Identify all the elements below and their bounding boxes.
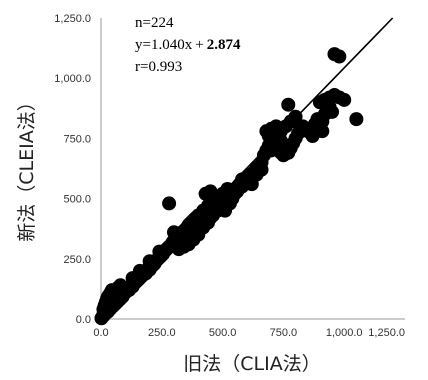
y-tick-labels: 0.0 250.0 500.0 750.0 1,000.0 1,250.0	[54, 13, 91, 326]
data-point	[305, 128, 320, 143]
x-tick-label: 1,000.0	[326, 327, 363, 339]
data-point	[266, 136, 281, 151]
stats-annotation: n=224 y=1.040x + 2.874 r=0.993	[135, 15, 241, 75]
x-tick-label: 0.0	[93, 327, 108, 339]
data-point	[310, 112, 325, 127]
r-label: r=0.993	[135, 59, 182, 75]
data-point	[332, 49, 347, 64]
x-tick-labels: 0.0 250.0 500.0 750.0 1,000.0 1,250.0	[93, 327, 405, 339]
data-point	[171, 242, 186, 257]
data-point	[337, 92, 352, 107]
x-tick-label: 250.0	[148, 327, 176, 339]
x-tick-label: 1,250.0	[368, 327, 405, 339]
data-point	[152, 244, 167, 259]
data-point	[278, 141, 293, 156]
y-axis-title: 新法（CLEIA法）	[16, 92, 38, 241]
x-axis-title: 旧法（CLIA法）	[183, 353, 320, 375]
data-point	[281, 97, 296, 112]
data-point	[166, 225, 181, 240]
data-point	[325, 104, 340, 119]
equation-label: y=1.040x + 2.874	[135, 37, 241, 53]
x-tick-label: 500.0	[209, 327, 237, 339]
y-tick-label: 1,250.0	[54, 13, 91, 25]
y-tick-label: 750.0	[63, 133, 91, 145]
data-point	[162, 196, 177, 211]
equation-main: y=1.040x +	[135, 37, 207, 53]
n-label: n=224	[135, 15, 174, 31]
y-tick-label: 250.0	[63, 254, 91, 266]
regression-line	[100, 17, 394, 319]
y-tick-label: 0.0	[76, 314, 91, 326]
x-tick-label: 750.0	[270, 327, 298, 339]
axes	[100, 18, 405, 320]
y-tick-label: 1,000.0	[54, 73, 91, 85]
data-point	[349, 112, 364, 127]
equation-intercept: 2.874	[207, 37, 241, 53]
y-tick-label: 500.0	[63, 194, 91, 206]
